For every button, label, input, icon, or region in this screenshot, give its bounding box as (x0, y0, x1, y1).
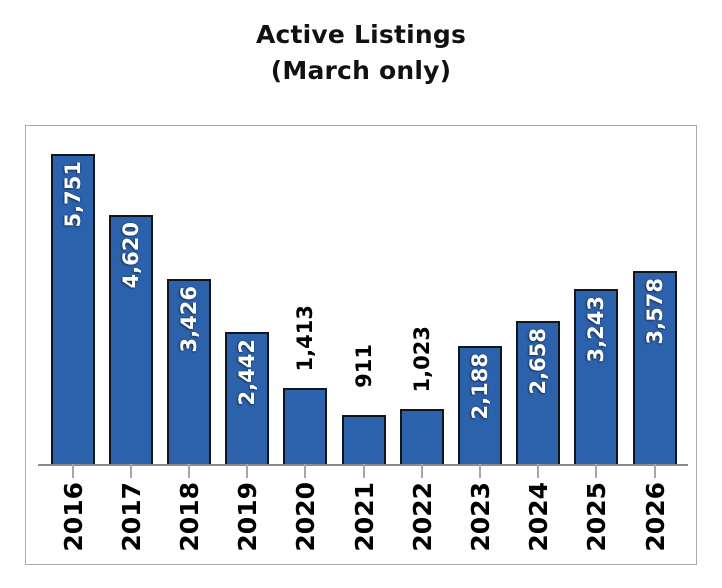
bar-2025 (574, 289, 618, 464)
value-label-2022: 1,023 (409, 325, 434, 392)
value-label-2019: 2,442 (234, 339, 259, 406)
bar-2023 (458, 346, 502, 464)
x-tick-label-2020: 2020 (290, 482, 320, 552)
x-tick-label-2023: 2023 (465, 482, 495, 552)
axis-tick-2018 (188, 464, 190, 478)
chart-title-line1: Active Listings (255, 20, 467, 49)
plot-area: 5,751 2016 4,620 2017 3,426 2018 2,442 2019 1,41… (25, 125, 697, 565)
value-label-2017: 4,620 (118, 222, 143, 289)
value-label-2021: 911 (351, 344, 376, 388)
value-label-2023: 2,188 (467, 353, 492, 420)
axis-tick-2024 (537, 464, 539, 478)
axis-tick-2021 (363, 464, 365, 478)
x-tick-label-2016: 2016 (58, 482, 88, 552)
bar-2016 (51, 154, 95, 464)
bar-2018 (167, 279, 211, 464)
value-label-2018: 3,426 (176, 286, 201, 353)
bar-2017 (109, 215, 153, 464)
value-label-2025: 3,243 (583, 296, 608, 363)
bar-2019 (225, 332, 269, 464)
x-tick-label-2017: 2017 (116, 482, 146, 552)
x-tick-label-2022: 2022 (407, 482, 437, 552)
axis-tick-2022 (421, 464, 423, 478)
bar-2021 (342, 415, 386, 464)
axis-tick-2025 (595, 464, 597, 478)
bar-2020 (283, 388, 327, 464)
x-tick-label-2018: 2018 (174, 482, 204, 552)
value-label-2024: 2,658 (525, 328, 550, 395)
axis-tick-2023 (479, 464, 481, 478)
axis-tick-2026 (654, 464, 656, 478)
axis-tick-2019 (246, 464, 248, 478)
axis-tick-2017 (130, 464, 132, 478)
bar-2026 (633, 271, 677, 464)
bar-2022 (400, 409, 444, 464)
x-tick-label-2019: 2019 (232, 482, 262, 552)
x-tick-label-2024: 2024 (523, 482, 553, 552)
chart-title-line2: (March only) (270, 56, 452, 85)
axis-tick-2020 (304, 464, 306, 478)
value-label-2016: 5,751 (60, 161, 85, 228)
value-label-2020: 1,413 (292, 304, 317, 371)
axis-tick-2016 (72, 464, 74, 478)
chart-title: Active Listings (March only) (0, 17, 722, 89)
x-tick-label-2026: 2026 (640, 482, 670, 552)
value-label-2026: 3,578 (642, 278, 667, 345)
bar-2024 (516, 321, 560, 464)
x-tick-label-2025: 2025 (581, 482, 611, 552)
x-tick-label-2021: 2021 (349, 482, 379, 552)
